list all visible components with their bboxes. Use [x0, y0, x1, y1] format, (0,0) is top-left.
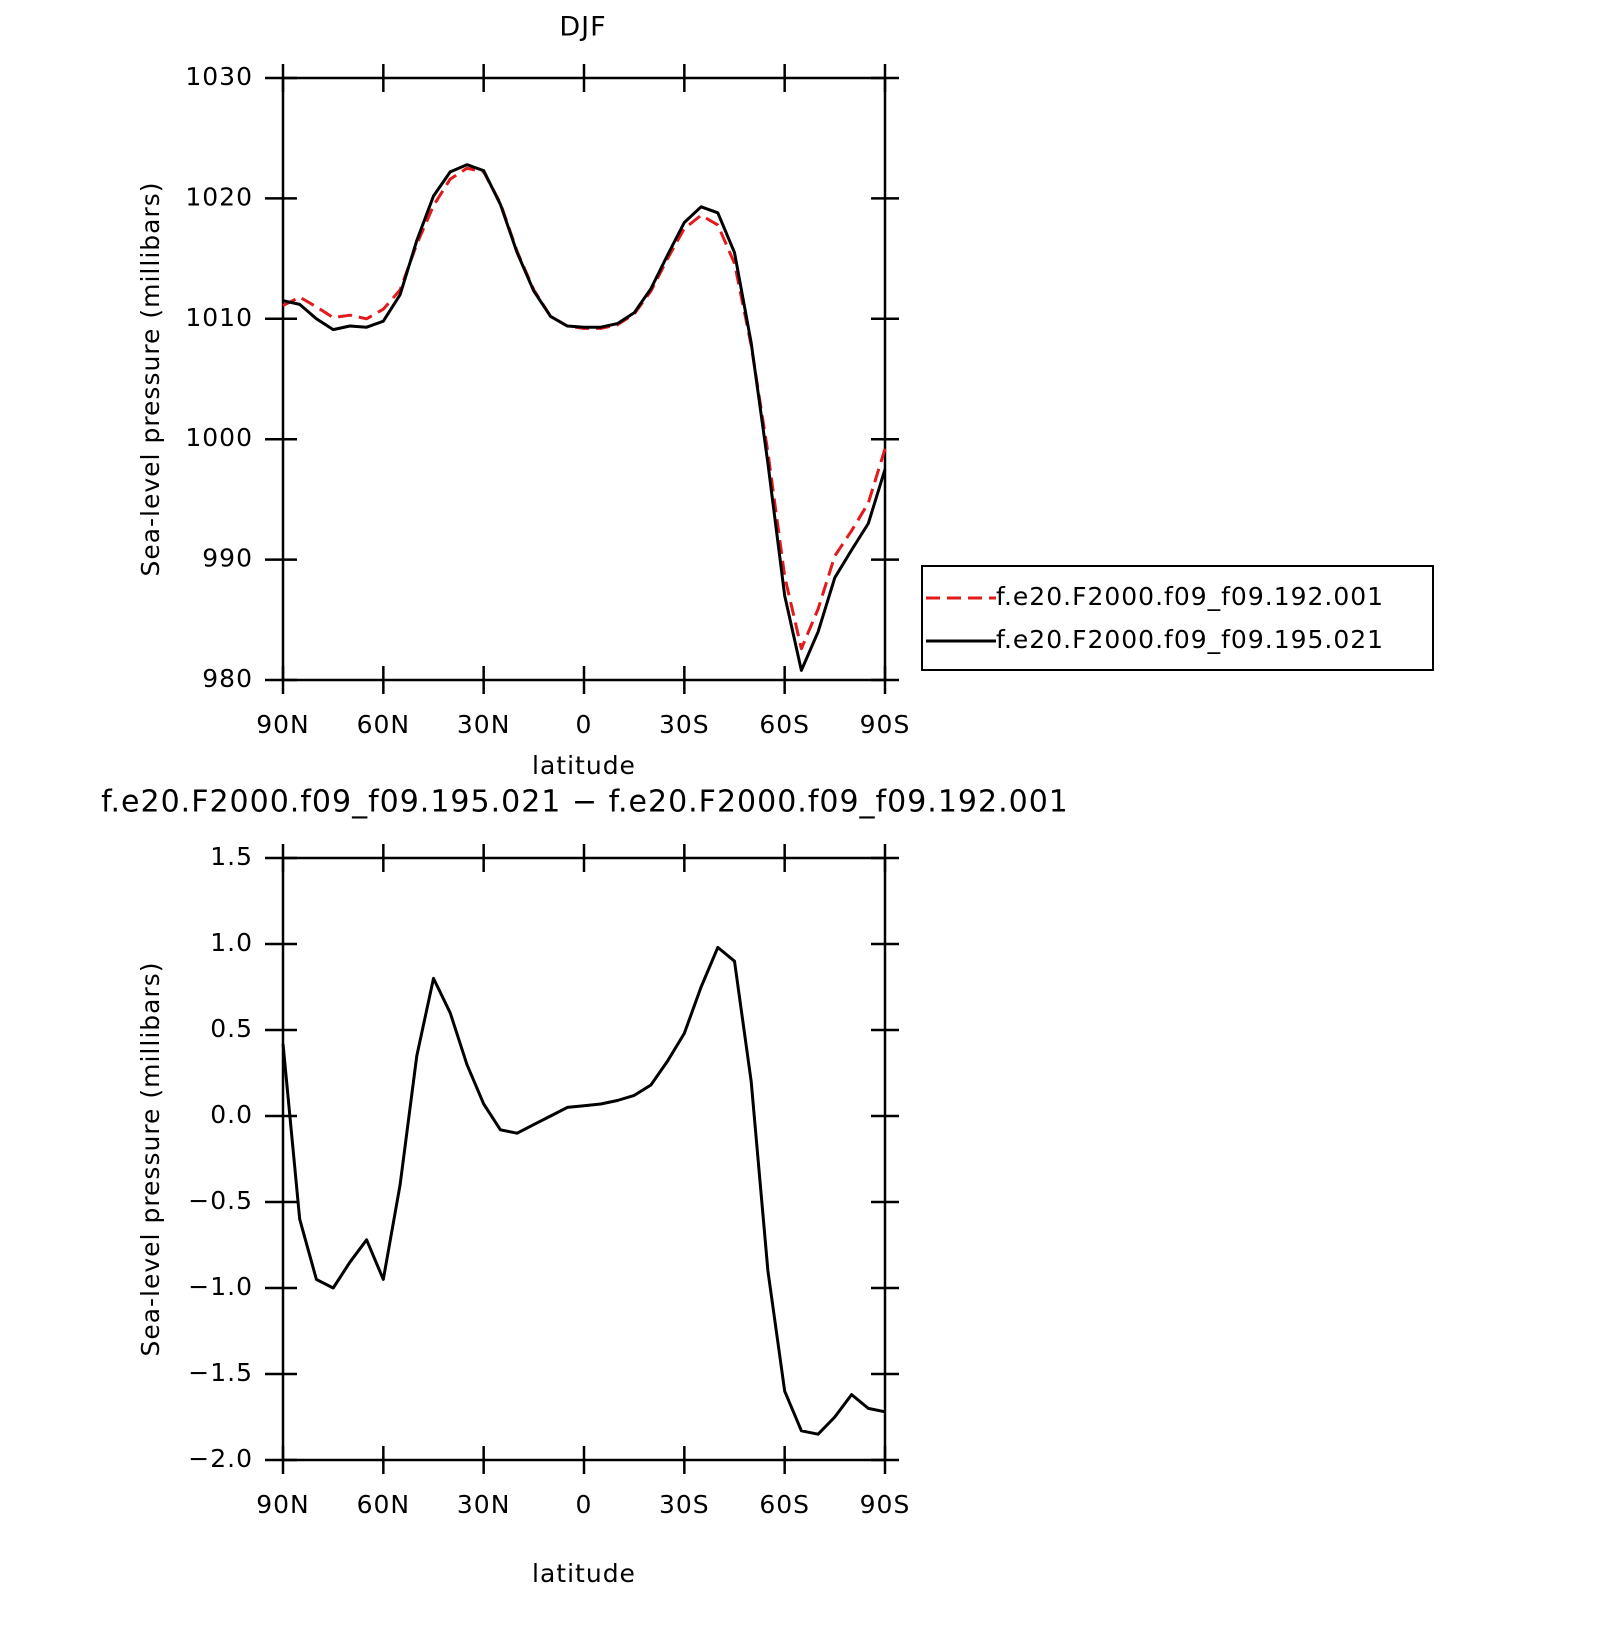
y-tick-label: −1.5 — [188, 1358, 253, 1387]
x-tick-label: 0 — [576, 1490, 593, 1519]
x-tick-label: 90N — [256, 710, 310, 739]
x-tick-label: 60S — [759, 1490, 810, 1519]
chart-title: f.e20.F2000.f09_f09.195.021 − f.e20.F200… — [101, 785, 1069, 820]
legend-box — [921, 565, 1434, 671]
x-tick-label: 30N — [457, 710, 511, 739]
x-tick-label: 90S — [860, 710, 911, 739]
data-line — [282, 166, 887, 651]
data-line — [281, 945, 886, 1436]
plot-frame — [281, 76, 887, 682]
x-tick-label: 60S — [759, 710, 810, 739]
x-tick-label: 60N — [357, 710, 411, 739]
x-tick-label: 60N — [357, 1490, 411, 1519]
y-tick-label: −1.0 — [188, 1272, 253, 1301]
y-tick-label: 0.5 — [210, 1014, 253, 1043]
x-tick-label: 30N — [457, 1490, 511, 1519]
x-tick-label: 90S — [860, 1490, 911, 1519]
x-tick-label: 0 — [576, 710, 593, 739]
y-tick-label: −0.5 — [188, 1186, 253, 1215]
data-line — [282, 163, 887, 672]
legend-label: f.e20.F2000.f09_f09.192.001 — [996, 582, 1384, 611]
x-axis-title: latitude — [532, 1559, 636, 1588]
legend-label: f.e20.F2000.f09_f09.195.021 — [996, 625, 1384, 654]
x-axis-title: latitude — [532, 751, 636, 780]
x-tick-label: 90N — [256, 1490, 310, 1519]
y-tick-label: 1.0 — [210, 928, 253, 957]
y-tick-label: 0.0 — [210, 1100, 253, 1129]
y-tick-label: 1030 — [185, 62, 253, 91]
y-axis-title: Sea-level pressure (millibars) — [136, 961, 165, 1356]
x-tick-label: 30S — [659, 1490, 710, 1519]
y-tick-label: −2.0 — [188, 1444, 253, 1473]
y-tick-label: 1000 — [185, 423, 253, 452]
x-tick-label: 30S — [659, 710, 710, 739]
y-tick-label: 1020 — [185, 182, 253, 211]
y-axis-title: Sea-level pressure (millibars) — [136, 181, 165, 576]
plot-frame — [281, 856, 887, 1462]
y-tick-label: 1.5 — [210, 842, 253, 871]
y-tick-label: 980 — [202, 664, 253, 693]
y-tick-label: 990 — [202, 544, 253, 573]
y-tick-label: 1010 — [185, 303, 253, 332]
chart-title: DJF — [559, 12, 606, 43]
